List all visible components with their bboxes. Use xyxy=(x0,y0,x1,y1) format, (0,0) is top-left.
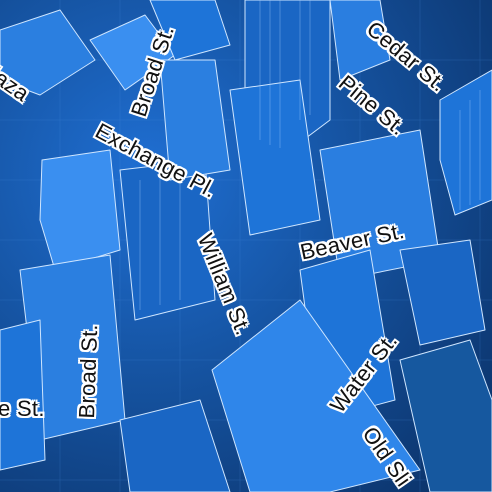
street-label-broad-st-south[interactable]: Broad St. xyxy=(74,323,103,419)
street-label-partial-st[interactable]: e St. xyxy=(0,396,45,421)
